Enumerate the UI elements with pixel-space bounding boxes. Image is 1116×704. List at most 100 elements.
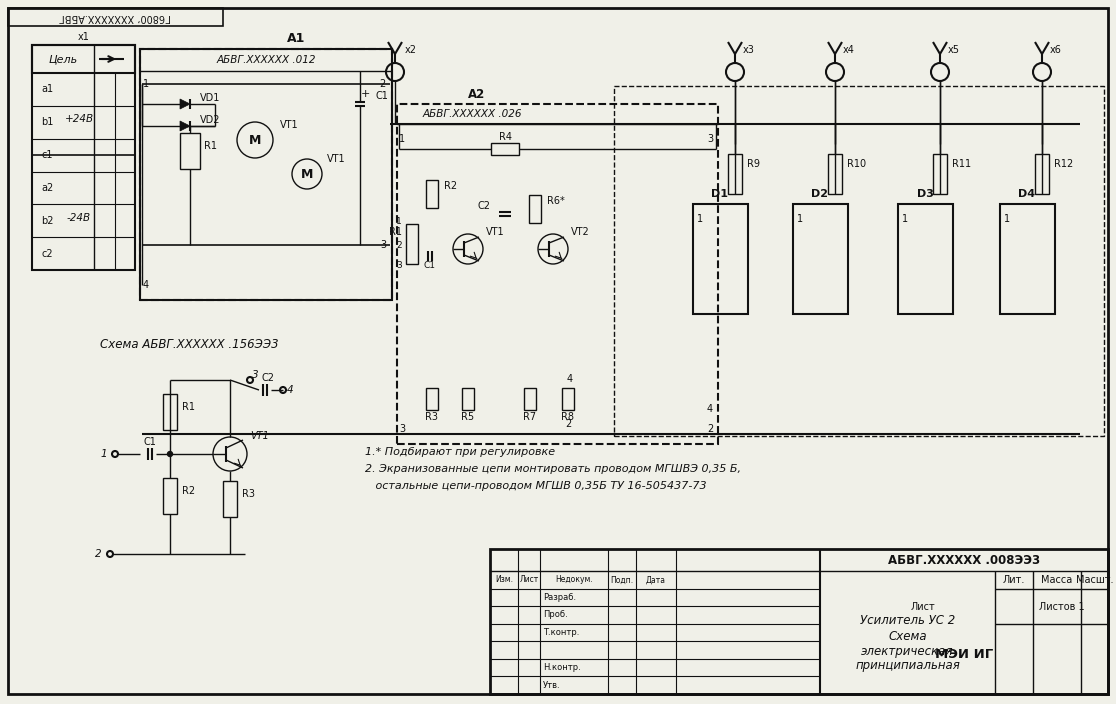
Text: 1: 1 (798, 214, 804, 224)
Text: Изм.: Изм. (496, 575, 513, 584)
Text: 3: 3 (706, 134, 713, 144)
Text: A2: A2 (469, 87, 485, 101)
Bar (426, 180, 437, 208)
Bar (792, 204, 847, 314)
Text: R3: R3 (242, 489, 254, 499)
Polygon shape (180, 121, 190, 131)
Text: остальные цепи-проводом МГШВ 0,35Б ТУ 16-505437-73: остальные цепи-проводом МГШВ 0,35Б ТУ 16… (365, 481, 706, 491)
Text: 1: 1 (698, 214, 703, 224)
Text: VT1: VT1 (280, 120, 299, 130)
Bar (933, 154, 947, 194)
Text: электрическая: электрическая (862, 644, 954, 658)
Text: Подп.: Подп. (610, 575, 634, 584)
Bar (32, 45, 135, 270)
Text: x4: x4 (843, 45, 855, 55)
Text: Усилитель УС 2: Усилитель УС 2 (859, 615, 955, 627)
Text: Лит.: Лит. (1003, 575, 1026, 585)
Bar (406, 224, 418, 264)
Text: 4: 4 (567, 374, 573, 384)
Text: 3: 3 (379, 240, 386, 250)
Text: принципиальная: принципиальная (855, 660, 960, 672)
Bar (163, 394, 177, 430)
Bar (140, 49, 392, 300)
Text: R2: R2 (444, 181, 458, 191)
Text: АБВГ.XXXXXX .026: АБВГ.XXXXXX .026 (422, 109, 522, 119)
Text: Лист: Лист (519, 575, 539, 584)
Text: Листов 1: Листов 1 (1039, 601, 1085, 612)
Bar (180, 133, 200, 169)
Text: b1: b1 (41, 118, 54, 127)
Text: 1: 1 (100, 449, 107, 459)
Text: 2: 2 (706, 424, 713, 434)
Text: C2: C2 (261, 373, 275, 383)
Text: Утв.: Утв. (543, 681, 560, 690)
Text: 3: 3 (398, 424, 405, 434)
Bar (562, 388, 574, 410)
Text: Схема: Схема (888, 629, 926, 643)
Text: R9: R9 (747, 159, 760, 169)
Circle shape (167, 451, 173, 456)
Text: Масшт.: Масшт. (1076, 575, 1114, 585)
Text: VT1: VT1 (327, 154, 346, 164)
Text: D3: D3 (916, 189, 933, 199)
Text: R2: R2 (182, 486, 195, 496)
Text: A1: A1 (287, 32, 305, 46)
Text: 4: 4 (287, 385, 294, 395)
Text: c1: c1 (41, 150, 52, 160)
Text: R7: R7 (523, 412, 537, 422)
Text: b2: b2 (41, 215, 54, 226)
Text: 2. Экранизованные цепи монтировать проводом МГШВЭ 0,35 Б,: 2. Экранизованные цепи монтировать прово… (365, 464, 741, 474)
Text: Цель: Цель (48, 54, 78, 64)
Text: R10: R10 (847, 159, 866, 169)
Text: Дата: Дата (646, 575, 666, 584)
Text: D2: D2 (811, 189, 828, 199)
Text: C1: C1 (375, 91, 388, 101)
Text: R4: R4 (499, 132, 511, 142)
Text: a2: a2 (41, 183, 54, 193)
Text: R1: R1 (389, 227, 402, 237)
Text: Недокум.: Недокум. (555, 575, 593, 584)
Text: +: + (360, 89, 369, 99)
Text: D1: D1 (712, 189, 729, 199)
Text: 1: 1 (1004, 214, 1011, 224)
Bar (8, 8, 223, 26)
Text: 1: 1 (903, 214, 908, 224)
Text: R6*: R6* (547, 196, 565, 206)
Bar (163, 478, 177, 514)
Text: 2: 2 (396, 241, 402, 251)
Text: 3: 3 (396, 261, 402, 270)
Text: x6: x6 (1050, 45, 1062, 55)
Text: VT1: VT1 (485, 227, 504, 237)
Text: R3: R3 (425, 412, 439, 422)
Bar (223, 481, 237, 517)
Text: c2: c2 (41, 249, 52, 258)
Bar (828, 154, 841, 194)
Text: АБВГ.XXXXXX .008ЭЭ3: АБВГ.XXXXXX .008ЭЭ3 (888, 553, 1040, 567)
Text: R1: R1 (204, 141, 217, 151)
Text: -24В: -24В (67, 213, 92, 222)
Text: VD1: VD1 (200, 93, 220, 103)
Text: x5: x5 (947, 45, 960, 55)
Text: +24В: +24В (65, 114, 94, 124)
Text: M: M (301, 168, 314, 180)
Bar (397, 104, 718, 444)
Text: 3: 3 (252, 370, 259, 380)
Text: R1: R1 (182, 402, 195, 412)
Text: x2: x2 (405, 45, 417, 55)
Text: VT1: VT1 (250, 431, 269, 441)
Bar (693, 204, 748, 314)
Text: 2: 2 (95, 549, 102, 559)
Text: R5: R5 (461, 412, 474, 422)
Bar (426, 388, 437, 410)
Text: C1: C1 (144, 437, 156, 447)
Text: D4: D4 (1019, 189, 1036, 199)
Text: a1: a1 (41, 84, 54, 94)
Bar (525, 388, 536, 410)
Text: x1: x1 (78, 32, 89, 42)
Text: VT2: VT2 (571, 227, 589, 237)
Bar (140, 49, 392, 300)
Text: x3: x3 (743, 45, 754, 55)
Text: МЭИ ИГ: МЭИ ИГ (935, 648, 993, 660)
Bar (529, 195, 541, 223)
Text: R8: R8 (561, 412, 575, 422)
